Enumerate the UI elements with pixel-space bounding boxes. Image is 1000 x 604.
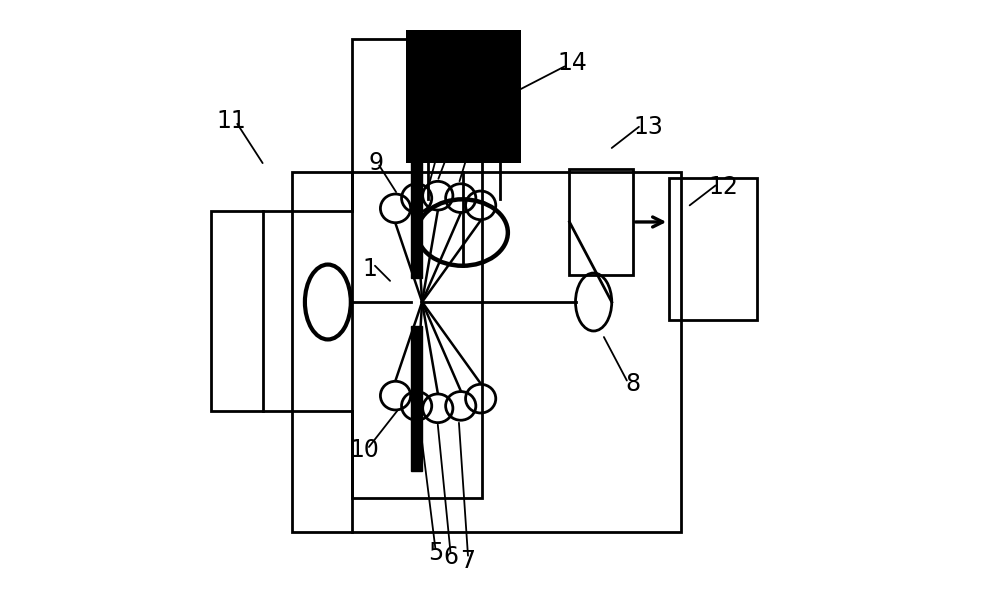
Text: 5: 5: [428, 541, 443, 565]
Text: 9: 9: [369, 151, 384, 175]
Text: 8: 8: [625, 371, 640, 396]
Text: 2: 2: [441, 97, 456, 121]
Text: 13: 13: [633, 115, 663, 139]
Text: 10: 10: [349, 438, 379, 462]
Text: 6: 6: [443, 545, 458, 569]
Text: 1: 1: [363, 257, 378, 281]
Bar: [211, 211, 263, 411]
Bar: [292, 172, 681, 532]
Bar: [352, 39, 482, 498]
Text: 11: 11: [216, 109, 246, 133]
Bar: [411, 326, 422, 471]
Bar: [411, 136, 422, 278]
Text: 12: 12: [709, 175, 738, 199]
Bar: [406, 30, 521, 163]
Bar: [569, 169, 633, 275]
Text: 14: 14: [558, 51, 587, 76]
Bar: [669, 178, 757, 320]
Text: 4: 4: [473, 97, 488, 121]
Text: 7: 7: [460, 548, 475, 573]
Text: 3: 3: [456, 97, 471, 121]
